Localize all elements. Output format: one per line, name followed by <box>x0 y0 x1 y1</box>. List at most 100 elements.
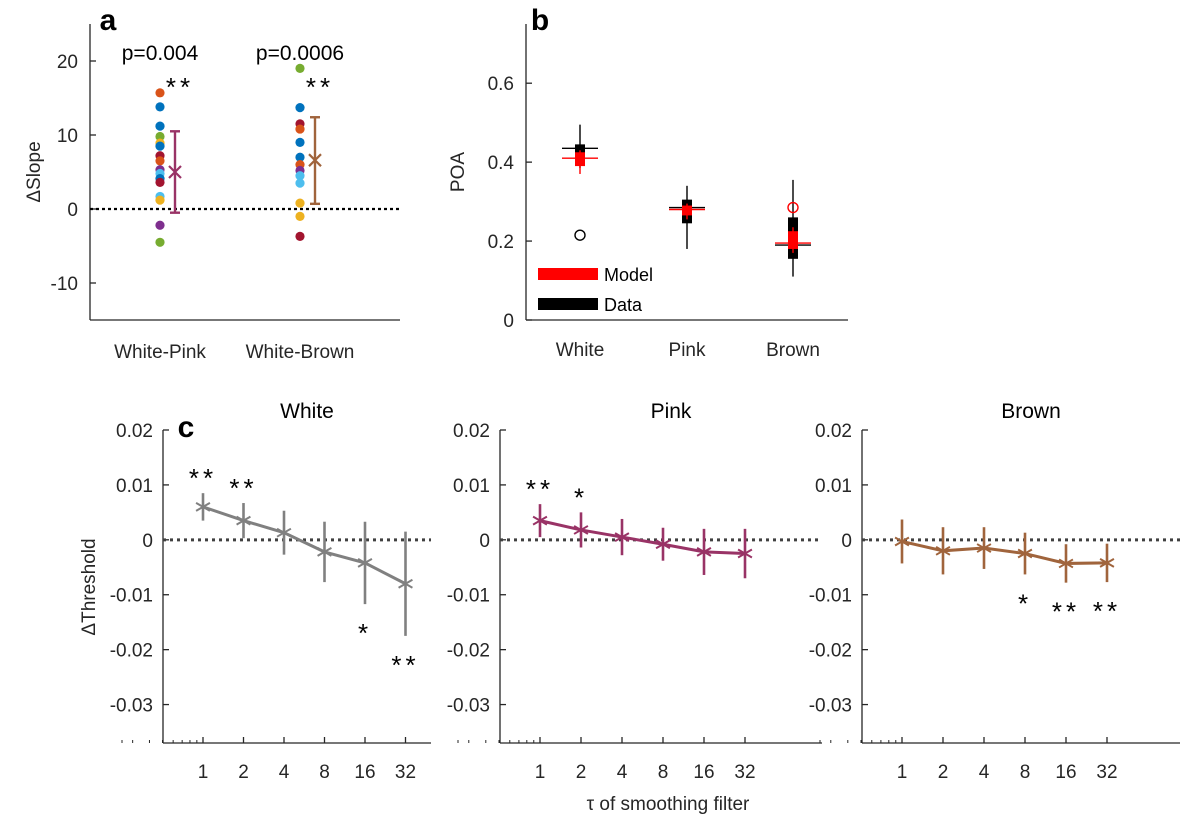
panel-a-p-value: p=0.004 <box>122 42 199 65</box>
panel-c-data-marker <box>1017 545 1033 562</box>
panel-a-data-point <box>295 198 305 208</box>
panel-a-y-label: ΔSlope <box>24 141 45 202</box>
panel-c-y-tick-label: -0.03 <box>809 696 852 717</box>
panel-c-y-tick-label: -0.03 <box>447 696 490 717</box>
panel-c-y-label: ΔThreshold <box>79 538 100 635</box>
panel-a-mean-marker <box>308 153 322 167</box>
panel-c-data-marker <box>935 542 951 559</box>
panel-c-y-tick-label: -0.02 <box>110 641 153 662</box>
panel-c-x-tick-label: 8 <box>319 762 330 783</box>
panel-c-x-tick-label: 8 <box>1020 762 1031 783</box>
panel-b-y-tick-label: 0 <box>503 311 514 332</box>
panel-c-data-marker <box>976 540 992 557</box>
panel-b-x-tick-label: Brown <box>766 340 820 361</box>
panel-a-data-point <box>155 131 165 142</box>
panel-c-x-tick-label: 16 <box>1055 762 1076 783</box>
panel-a-letter: a <box>100 4 117 37</box>
panel-c-significance-stars: * <box>1018 588 1032 618</box>
panel-c-data-marker <box>276 524 292 541</box>
panel-c-significance-stars: ** <box>1052 597 1080 627</box>
panel-c-data-marker <box>737 545 753 562</box>
panel-c-y-tick-label: 0.02 <box>116 421 153 442</box>
panel-c-data-marker <box>696 543 712 560</box>
panel-c-y-tick-label: -0.01 <box>110 586 153 607</box>
panel-c-x-tick-label: 1 <box>897 762 908 783</box>
panel-a-x-tick-label: White-Pink <box>114 342 206 363</box>
panel-a-data-point <box>155 237 165 247</box>
panel-c-data-marker <box>357 554 373 571</box>
panel-c-title: Pink <box>651 400 692 423</box>
panel-b-data-outlier <box>574 229 586 241</box>
panel-c-data-marker <box>317 543 332 560</box>
panel-a-significance-stars: ** <box>166 72 194 102</box>
panel-c-x-label: τ of smoothing filter <box>587 794 750 815</box>
panel-a-data-point <box>155 177 165 187</box>
panel-c-significance-stars: ** <box>1093 596 1121 626</box>
panel-a-data-point <box>155 88 165 98</box>
panel-a-data-point <box>155 195 165 205</box>
panel-c-y-tick-label: -0.02 <box>809 641 852 662</box>
panel-b-legend-swatch <box>538 268 598 280</box>
panel-b-legend-label: Model <box>604 265 653 285</box>
panel-c-data-marker <box>532 512 548 529</box>
panel-c-y-tick-label: -0.03 <box>110 696 153 717</box>
panel-c-series-line <box>202 505 407 586</box>
panel-b-y-tick-label: 0.4 <box>488 153 515 174</box>
panel-c-x-tick-label: 1 <box>198 762 209 783</box>
panel-c-letter: c <box>178 411 195 444</box>
panel-c-x-tick-label: 32 <box>734 762 755 783</box>
panel-c-data-marker <box>614 529 630 546</box>
panel-a-data-point <box>295 211 305 221</box>
panel-c-x-tick-label: 16 <box>354 762 375 783</box>
panel-b-y-tick-label: 0.2 <box>488 232 514 253</box>
panel-c-x-tick-label: 2 <box>938 762 949 783</box>
panel-b-model-outlier <box>787 201 799 214</box>
panel-c-y-tick-label: 0 <box>479 531 490 552</box>
panel-a-y-tick-label: -10 <box>51 274 78 295</box>
panel-c-y-tick-label: -0.01 <box>809 586 852 607</box>
panel-a-x-tick-label: White-Brown <box>246 342 355 363</box>
panel-b-model-box <box>575 152 585 167</box>
panel-b-legend-swatch <box>538 298 598 310</box>
panel-a-y-tick-label: 0 <box>67 200 78 221</box>
panel-c-y-tick-label: 0 <box>841 531 852 552</box>
panel-c-y-tick-label: 0.01 <box>453 476 490 497</box>
panel-c-x-tick-label: 4 <box>979 762 990 783</box>
panel-c-x-tick-label: 1 <box>535 762 546 783</box>
panel-a-data-point <box>295 137 305 147</box>
panel-c-series-line <box>901 540 1108 565</box>
panel-c-significance-stars: * <box>358 618 372 648</box>
panel-a-data-point <box>295 63 305 73</box>
panel-c-y-tick-label: 0.02 <box>815 421 852 442</box>
panel-a-data-point <box>295 178 305 188</box>
panel-c-y-tick-label: 0.01 <box>116 476 153 497</box>
panel-c-x-tick-label: 4 <box>279 762 290 783</box>
panel-c-series-line <box>539 519 746 556</box>
panel-c-y-tick-label: 0 <box>142 531 153 552</box>
panel-b-y-label: POA <box>448 152 469 192</box>
panel-a-significance-stars: ** <box>306 72 334 102</box>
panel-c-data-marker <box>573 521 589 538</box>
panel-c-significance-stars: ** <box>526 474 554 504</box>
panel-c-x-tick-label: 2 <box>576 762 587 783</box>
panel-a-data-point <box>155 141 165 151</box>
panel-c-y-tick-label: -0.02 <box>447 641 490 662</box>
panel-c-data-marker <box>1058 555 1074 572</box>
panel-c-significance-stars: ** <box>229 473 257 503</box>
panel-b-letter: b <box>531 4 549 37</box>
panel-c-data-marker <box>236 512 251 529</box>
panel-c-significance-stars: ** <box>391 650 419 680</box>
panel-b-model-box <box>788 231 798 249</box>
panel-a-mean-marker <box>168 165 182 179</box>
panel-a-p-value: p=0.0006 <box>256 42 344 65</box>
panel-a-data-point <box>155 102 165 112</box>
panel-c-significance-stars: ** <box>189 463 217 493</box>
panel-a-data-point <box>295 103 305 113</box>
panel-c-title: White <box>280 400 334 423</box>
panel-a-data-point <box>295 231 305 241</box>
panel-a-y-tick-label: 10 <box>57 126 78 147</box>
panel-c-y-tick-label: 0.02 <box>453 421 490 442</box>
panel-b-y-tick-label: 0.6 <box>488 74 514 95</box>
panel-c-data-marker <box>894 533 910 550</box>
